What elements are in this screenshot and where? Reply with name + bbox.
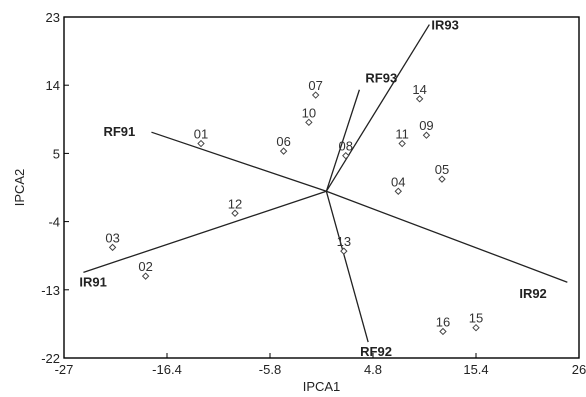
point-label-02: 02: [138, 259, 152, 274]
point-marker-14: [415, 95, 424, 103]
point-marker-03: [108, 243, 117, 252]
point-label-13: 13: [337, 234, 351, 249]
point-label-16: 16: [436, 314, 450, 329]
point-label-10: 10: [302, 105, 316, 120]
vector-line-rf92: [325, 191, 369, 343]
vector-label-ir92: IR92: [519, 286, 546, 301]
point-marker-04: [394, 187, 402, 195]
point-marker-05: [438, 175, 446, 183]
vector-line-rf93: [325, 89, 361, 192]
point-marker-02: [141, 272, 150, 280]
point-label-01: 01: [194, 127, 208, 142]
vector-label-rf93: RF93: [365, 71, 397, 86]
point-marker-07: [311, 91, 320, 99]
point-label-04: 04: [391, 174, 405, 189]
plot-frame-group: [63, 16, 580, 359]
plot-frame: [63, 16, 580, 359]
x-tick-label: 26: [572, 362, 586, 377]
point-marker-15: [472, 323, 480, 332]
point-marker-13: [340, 247, 348, 255]
point-label-09: 09: [419, 118, 433, 133]
vector-line-rf91: [151, 131, 327, 192]
point-label-12: 12: [228, 196, 242, 211]
x-tick-label: 4.8: [364, 362, 382, 377]
point-marker-08: [342, 151, 350, 160]
point-label-08: 08: [339, 139, 353, 154]
point-marker-06: [279, 147, 288, 155]
point-marker-10: [305, 118, 313, 127]
vector-label-rf92: RF92: [360, 344, 392, 359]
vector-line-ir91: [83, 190, 327, 273]
point-label-15: 15: [469, 311, 483, 326]
axis-ticks: -27 -16.4 -5.8 4.8 15.4 26 23 14 5 -4 -13 -22: [41, 10, 586, 377]
point-label-05: 05: [435, 162, 449, 177]
x-tick-label: -5.8: [259, 362, 281, 377]
point-marker-09: [422, 131, 431, 139]
point-marker-01: [197, 139, 205, 148]
y-axis-title: IPCA2: [12, 169, 27, 207]
x-axis-title: IPCA1: [303, 379, 341, 394]
point-label-14: 14: [412, 82, 426, 97]
y-tick-label: -13: [41, 283, 60, 298]
y-tick-label: -22: [41, 351, 60, 366]
vector-label-ir93: IR93: [431, 18, 458, 33]
genotype-points: 01 02 03 04 05 06 07 08 09 10 11 12 13 14 15 16: [105, 78, 483, 336]
vector-line-ir92: [326, 190, 568, 283]
vector-label-ir91: IR91: [79, 274, 106, 289]
point-marker-12: [231, 209, 239, 217]
environment-vectors: IR91 RF91 IR92 RF92 IR93 RF93: [79, 18, 568, 359]
y-tick-label: -4: [48, 215, 60, 230]
point-label-06: 06: [276, 134, 290, 149]
vector-label-rf91: RF91: [103, 124, 135, 139]
y-tick-label: 14: [46, 78, 60, 93]
point-label-07: 07: [308, 78, 322, 93]
y-tick-label: 5: [53, 146, 60, 161]
point-label-03: 03: [105, 230, 119, 245]
point-marker-16: [439, 327, 447, 336]
x-tick-label: 15.4: [463, 362, 488, 377]
y-tick-label: 23: [46, 10, 60, 25]
x-tick-label: -16.4: [152, 362, 182, 377]
x-tick-label: -27: [55, 362, 74, 377]
point-label-11: 11: [395, 127, 409, 142]
vector-line-ir93: [325, 24, 430, 192]
point-marker-11: [398, 139, 406, 148]
